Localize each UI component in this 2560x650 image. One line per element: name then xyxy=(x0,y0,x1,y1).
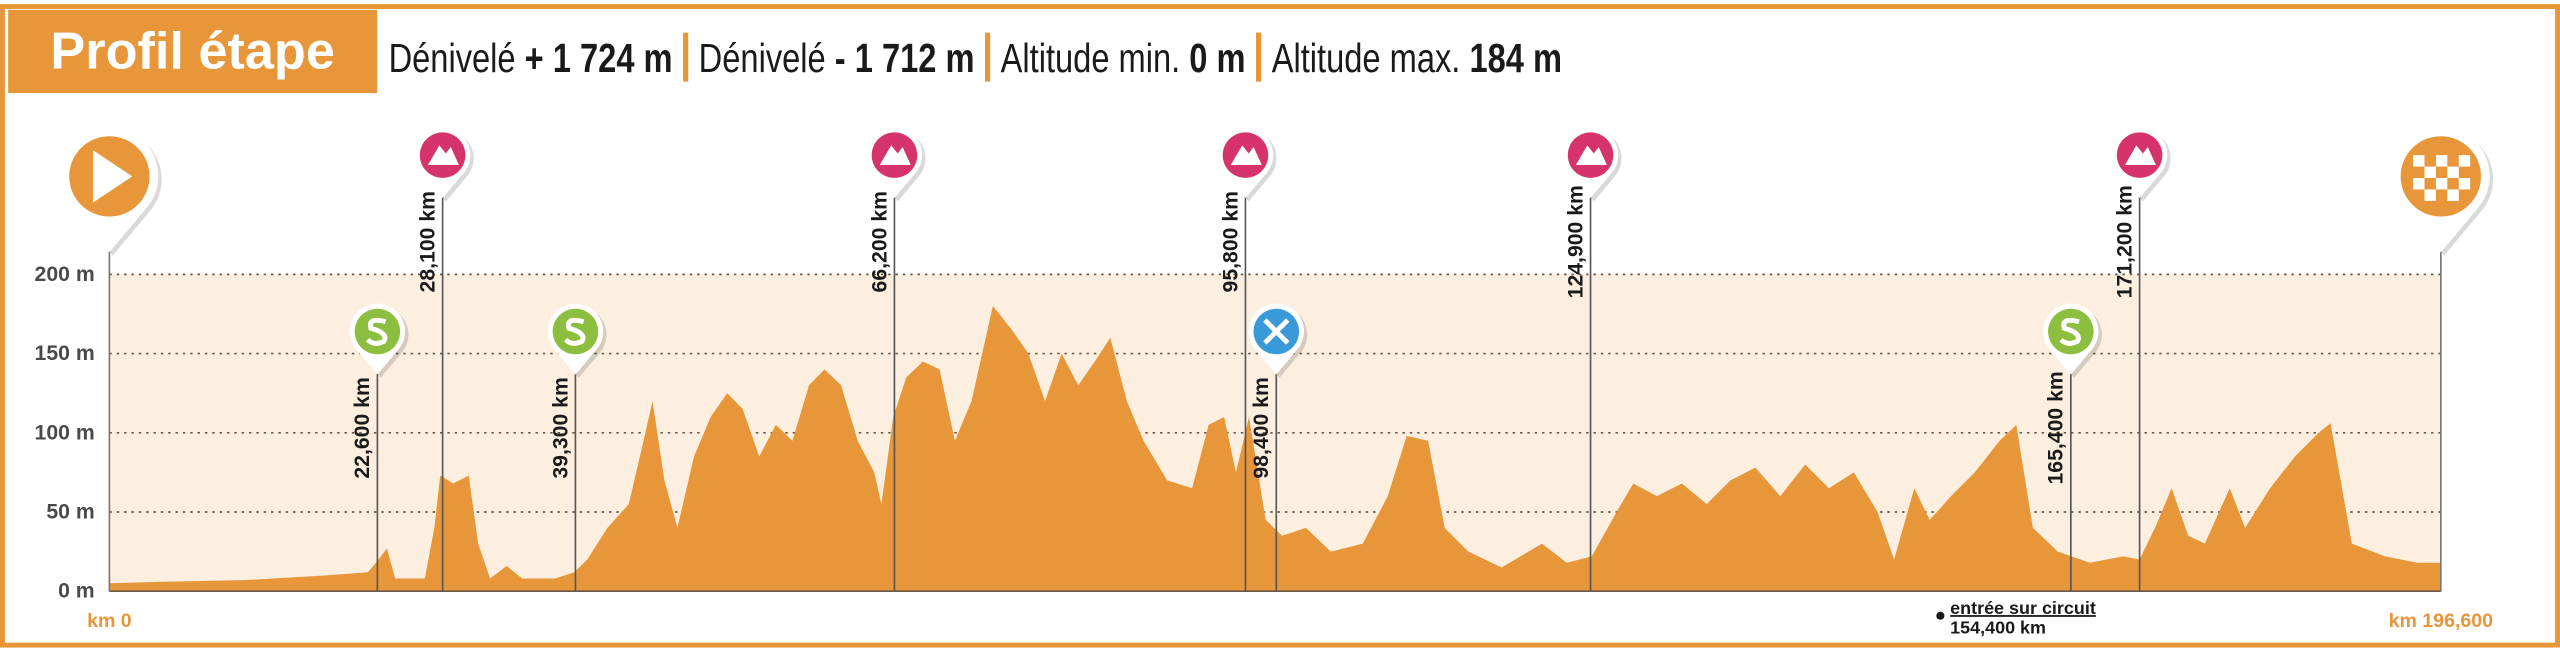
stat: Altitude max. 184 m xyxy=(1272,35,1562,80)
finish-check xyxy=(2447,189,2459,201)
chart-title: Profil étape xyxy=(50,23,335,81)
climb-pin xyxy=(1562,127,1622,202)
stat-label: Altitude max. xyxy=(1272,35,1461,80)
stat-value: 184 m xyxy=(1469,35,1562,80)
sprint-pin xyxy=(2043,303,2102,378)
finish-check xyxy=(2435,178,2448,190)
stat-label: Altitude min. xyxy=(1001,35,1181,80)
climb-icon xyxy=(427,145,459,165)
climb-icon xyxy=(879,145,911,165)
y-tick-label: 100 m xyxy=(35,421,95,444)
climb-pin xyxy=(1217,127,1277,202)
y-tick-label: 150 m xyxy=(35,342,95,365)
climb-icon xyxy=(1575,145,1607,165)
climb-icon xyxy=(1230,145,1262,165)
finish-check xyxy=(2424,189,2436,201)
feed-pin xyxy=(1248,303,1308,378)
finish-check xyxy=(2458,155,2471,167)
stat: Altitude min. 0 m xyxy=(1001,35,1246,80)
finish-check xyxy=(2413,178,2425,190)
stat-label: Dénivelé xyxy=(389,35,516,80)
start-pin xyxy=(60,127,162,256)
annotation-dot xyxy=(1936,611,1945,620)
marker-label: 66,200 km xyxy=(868,191,891,292)
climb-pin xyxy=(414,127,474,202)
stat-value: - 1 712 m xyxy=(835,35,975,80)
sprint-icon xyxy=(2059,317,2081,346)
feed-icon xyxy=(1263,318,1290,345)
marker-label: 39,300 km xyxy=(549,377,572,478)
pin-disc xyxy=(2400,136,2481,217)
stat: Dénivelé + 1 724 m xyxy=(389,35,673,80)
annotation-label: 154,400 km xyxy=(1950,618,2046,638)
stats: Dénivelé + 1 724 m Dénivelé - 1 712 m Alti… xyxy=(389,32,1562,82)
climb-icon xyxy=(2124,145,2156,165)
stat-label: Dénivelé xyxy=(699,35,826,80)
stat-value: + 1 724 m xyxy=(525,35,673,80)
y-tick-label: 50 m xyxy=(46,501,94,524)
marker-label: 171,200 km xyxy=(2113,185,2136,298)
climb-pin xyxy=(866,127,926,202)
marker-label: 95,800 km xyxy=(1219,191,1242,292)
x-tick-label: km 196,600 xyxy=(2389,610,2494,632)
finish-check xyxy=(2424,166,2436,179)
marker-label: 124,900 km xyxy=(1564,185,1587,298)
sprint-icon xyxy=(563,317,586,346)
finish-pin xyxy=(2391,127,2494,256)
y-tick-label: 200 m xyxy=(35,263,95,286)
sprint-pin xyxy=(349,303,409,378)
marker-label: 98,400 km xyxy=(1250,377,1273,478)
finish-check xyxy=(2458,178,2471,190)
marker-label: 22,600 km xyxy=(351,377,374,478)
start-icon xyxy=(93,150,133,203)
marker-label: 165,400 km xyxy=(2045,371,2068,484)
finish-check xyxy=(2413,155,2425,167)
annotation-text: entrée sur circuit xyxy=(1950,598,2096,618)
climb-pin xyxy=(2111,127,2171,202)
finish-check xyxy=(2447,166,2459,179)
sprint-pin xyxy=(547,303,607,378)
x-tick-label: km 0 xyxy=(87,610,132,632)
finish-check xyxy=(2435,155,2448,167)
y-tick-label: 0 m xyxy=(58,580,95,603)
elevation-area xyxy=(109,306,2441,592)
stat-value: 0 m xyxy=(1189,35,1245,80)
sprint-icon xyxy=(365,317,388,346)
marker-label: 28,100 km xyxy=(416,191,439,292)
stat: Dénivelé - 1 712 m xyxy=(699,35,975,80)
title-box xyxy=(8,9,378,94)
